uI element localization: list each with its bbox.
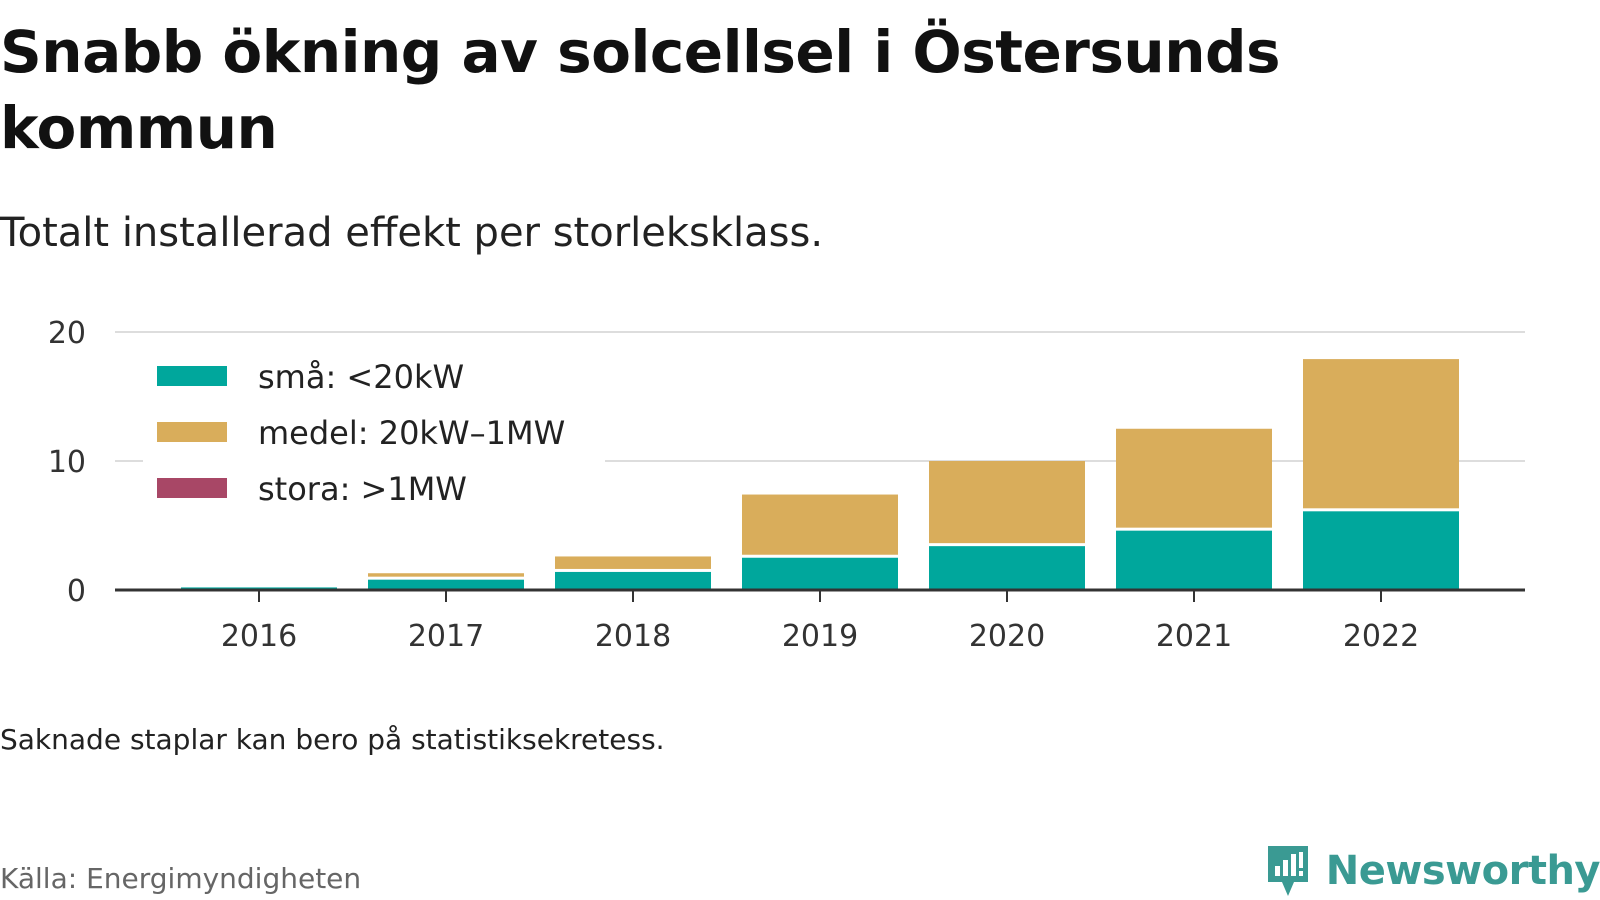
y-tick-label: 10 (48, 445, 86, 480)
stacked-bar-chart: 0 10 20 2016 2017 2018 2019 2020 2021 2022 små: <… (48, 316, 1525, 654)
bar-segment-2018-0 (555, 571, 711, 590)
bar-segment-2017-1 (368, 573, 524, 577)
axes: 0 10 20 2016 2017 2018 2019 2020 2021 2022 (48, 316, 1525, 654)
bars (181, 359, 1459, 590)
x-tick-label: 2018 (595, 619, 671, 654)
x-tick-label: 2022 (1343, 619, 1419, 654)
y-tick-label: 0 (67, 574, 86, 609)
bar-segment-2017-0 (368, 579, 524, 590)
bar-segment-2022-1 (1303, 359, 1459, 509)
y-tick-label: 20 (48, 316, 86, 351)
bar-segment-2022-0 (1303, 511, 1459, 590)
newsworthy-logo-icon (1267, 846, 1308, 896)
bar-segment-2019-0 (742, 557, 898, 590)
chart-title: Snabb ökning av solcellsel i Östersunds … (0, 18, 1281, 162)
source-credit: Källa: Energimyndigheten (0, 862, 362, 895)
footnote: Saknade staplar kan bero på statistiksek… (0, 723, 665, 756)
bar-segment-2021-0 (1116, 530, 1272, 590)
legend-label: stora: >1MW (258, 470, 467, 508)
legend-label: små: <20kW (258, 358, 464, 396)
legend-swatch (157, 478, 227, 498)
x-tick-label: 2020 (969, 619, 1045, 654)
legend: små: <20kW medel: 20kW–1MW stora: >1MW (143, 344, 605, 514)
bar-segment-2018-1 (555, 556, 711, 569)
legend-swatch (157, 422, 227, 442)
bar-segment-2019-1 (742, 494, 898, 555)
x-tick-label: 2021 (1156, 619, 1232, 654)
bar-segment-2020-0 (929, 546, 1085, 590)
bar-segment-2021-1 (1116, 428, 1272, 528)
brand-name: Newsworthy (1325, 848, 1600, 894)
x-tick-label: 2017 (408, 619, 484, 654)
x-tick-label: 2016 (221, 619, 297, 654)
legend-label: medel: 20kW–1MW (258, 414, 565, 452)
bar-segment-2020-1 (929, 461, 1085, 544)
x-tick-label: 2019 (782, 619, 858, 654)
brand-logo: Newsworthy (1264, 842, 1600, 900)
chart-subtitle: Totalt installerad effekt per storlekskl… (0, 210, 824, 256)
legend-swatch (157, 366, 227, 386)
